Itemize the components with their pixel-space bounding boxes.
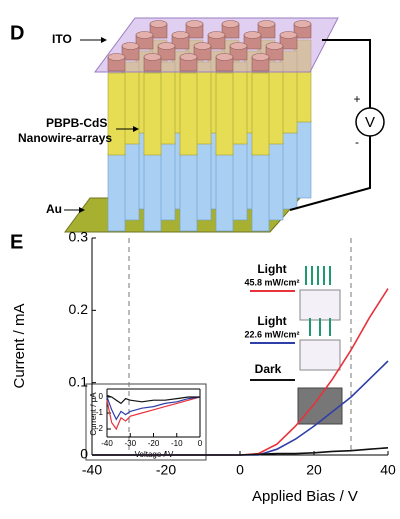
wire-top: [222, 21, 239, 28]
panel-label: E: [10, 231, 23, 253]
wire-blue: [216, 153, 233, 231]
y-tick-label: 0: [80, 446, 88, 462]
legend-label: 22.6 mW/cm²: [244, 329, 299, 339]
wire-blue: [108, 153, 125, 231]
y-tick-label: -1: [96, 408, 104, 417]
schematic: [300, 340, 340, 370]
wire-yellow: [180, 73, 197, 155]
y-tick-label: 0.2: [69, 301, 89, 317]
wire-top: [280, 32, 297, 39]
material-label: Nanowire-arrays: [18, 131, 112, 145]
figure: D V + - ITO PBPB-CdS Nanowire-arrays Au …: [0, 0, 400, 514]
x-tick-label: 0: [198, 439, 203, 448]
wire-top: [230, 43, 247, 50]
wire-top: [150, 21, 167, 28]
wire-top: [216, 54, 233, 61]
wire-blue: [252, 153, 269, 231]
panel-label: D: [10, 22, 24, 44]
x-tick-label: -40: [82, 462, 102, 478]
wire-top: [186, 21, 203, 28]
wire-blue: [144, 153, 161, 231]
wire-yellow: [252, 73, 269, 155]
wire-top: [144, 54, 161, 61]
schematic: [298, 388, 342, 424]
main-chart: E Applied Bias / V Current / mA Light 45…: [10, 229, 396, 505]
wire-top: [266, 43, 283, 50]
x-axis-label: Applied Bias / V: [252, 488, 358, 505]
meter-label: V: [365, 114, 375, 131]
y-tick-label: 0: [99, 392, 104, 401]
wire-top: [294, 21, 311, 28]
wire: [322, 40, 370, 108]
ito-label: ITO: [52, 32, 72, 46]
wire-top: [122, 43, 139, 50]
wire-top: [172, 32, 189, 39]
inset-frame: [86, 384, 206, 460]
x-tick-label: 40: [380, 462, 396, 478]
x-tick-label: 20: [306, 462, 322, 478]
y-tick-label: -2: [96, 424, 104, 433]
wire-top: [108, 54, 125, 61]
wire-top: [194, 43, 211, 50]
wire-top: [180, 54, 197, 61]
wire-top: [208, 32, 225, 39]
legend-label: Dark: [255, 362, 282, 376]
y-tick-label: 0.3: [69, 229, 89, 245]
y-axis-label: Current / mA: [11, 303, 28, 388]
plus-label: +: [353, 92, 360, 106]
wire-top: [158, 43, 175, 50]
material-label: PBPB-CdS: [46, 116, 107, 130]
x-tick-label: -10: [171, 439, 183, 448]
x-tick-label: 0: [236, 462, 244, 478]
schematic: [300, 290, 340, 320]
wire-top: [136, 32, 153, 39]
nanowire-diagram: D V + - ITO PBPB-CdS Nanowire-arrays Au: [10, 18, 384, 232]
wire-top: [252, 54, 269, 61]
x-tick-label: -40: [101, 439, 113, 448]
y-tick-label: 0.1: [69, 373, 89, 389]
x-tick-label: -20: [156, 462, 176, 478]
minus-label: -: [355, 135, 359, 149]
x-tick-label: -30: [124, 439, 136, 448]
wire-top: [244, 32, 261, 39]
x-tick-label: -20: [148, 439, 160, 448]
wire-yellow: [144, 73, 161, 155]
schematics: [298, 266, 342, 424]
legend: Light 45.8 mW/cm² Light 22.6 mW/cm² Dark: [244, 262, 299, 376]
wire-blue: [180, 153, 197, 231]
au-label: Au: [46, 202, 62, 216]
legend-label: 45.8 mW/cm²: [244, 277, 299, 287]
wire-yellow: [216, 73, 233, 155]
legend-label: Light: [257, 262, 286, 276]
wire-top: [258, 21, 275, 28]
legend-label: Light: [257, 314, 286, 328]
